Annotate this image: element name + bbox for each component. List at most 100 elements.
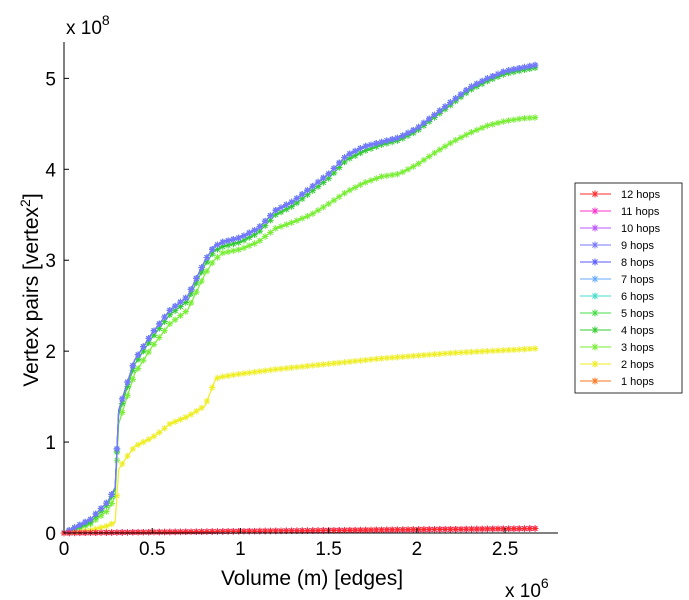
marker-stroke [246,230,252,236]
data-point-marker [129,445,137,453]
marker-stroke [167,307,173,313]
data-point-marker [161,327,168,334]
marker-stroke [257,228,263,234]
data-point-marker [404,129,412,137]
marker-stroke [225,373,231,379]
marker-stroke [230,236,237,242]
marker-stroke [172,308,178,314]
data-point-marker [219,238,226,246]
data-point-marker [182,294,189,302]
data-point-marker [103,522,110,530]
marker-stroke [103,500,110,506]
data-point-marker [198,264,205,271]
marker-stroke [262,368,268,374]
data-point-marker [484,75,491,82]
data-point-marker [129,362,137,369]
data-point-marker [367,177,375,184]
marker-stroke [389,354,395,361]
data-point-marker [87,516,94,523]
marker-stroke [108,491,115,498]
marker-stroke [458,134,464,141]
marker-stroke [262,218,268,224]
data-point-marker [187,286,195,293]
marker-stroke [251,240,258,247]
data-point-marker [304,362,311,370]
marker-stroke [463,132,469,138]
marker-stroke [304,363,311,369]
data-point-marker [293,217,301,224]
marker-stroke [511,66,517,72]
marker-stroke [135,352,141,358]
data-point-marker [341,154,348,161]
marker-stroke [484,122,491,129]
marker-stroke [230,248,237,254]
marker-stroke [527,63,533,69]
marker-stroke [426,153,432,160]
data-point-marker [500,118,507,125]
data-point-marker [463,86,470,94]
marker-stroke [198,278,205,284]
marker-stroke [278,366,284,372]
data-point-marker [267,229,274,236]
marker-stroke [347,151,353,157]
data-point-marker [119,395,126,403]
data-point-marker [171,316,179,323]
marker-stroke [172,419,178,425]
data-point-marker [346,155,354,162]
marker-stroke [257,368,263,375]
data-point-marker [235,246,242,253]
data-point-marker [320,174,327,182]
marker-stroke [341,154,348,161]
marker-stroke [294,364,300,370]
marker-stroke [167,312,173,318]
marker-stroke [378,139,385,145]
marker-stroke [437,351,443,357]
data-point-marker [457,91,465,98]
marker-stroke [230,372,237,378]
marker-stroke [177,303,184,310]
marker-stroke [453,137,459,143]
marker-stroke [130,446,136,452]
marker-stroke [119,409,125,416]
marker-stroke [400,132,406,139]
marker-stroke [363,147,369,154]
marker-stroke [214,375,221,381]
marker-stroke [325,361,332,367]
marker-stroke [315,207,321,214]
data-point-marker [320,361,327,368]
marker-stroke [363,357,369,363]
marker-stroke [251,232,258,238]
marker-stroke [453,95,459,102]
marker-stroke [93,526,99,532]
marker-stroke [267,213,274,219]
data-point-marker [267,217,274,224]
marker-stroke [389,136,395,142]
marker-stroke [151,341,157,347]
marker-stroke [442,143,448,150]
marker-stroke [172,317,178,323]
marker-stroke [198,264,205,271]
data-point-marker [357,357,364,364]
marker-stroke [426,352,432,358]
marker-stroke [310,188,316,194]
marker-stroke [220,243,226,250]
data-point-marker [404,166,412,173]
marker-stroke [204,259,210,265]
data-point-marker [145,348,152,356]
data-point-marker [193,275,200,282]
data-point-marker [447,99,454,106]
data-point-marker [150,327,158,334]
marker-stroke [278,209,284,215]
data-point-marker [367,356,375,363]
data-point-marker [357,145,364,152]
data-point-marker [531,345,539,352]
data-point-marker [224,372,232,379]
data-point-marker [209,384,216,391]
marker-stroke [251,369,258,375]
series-2-hops [60,345,539,537]
marker-stroke [479,78,485,84]
marker-stroke [214,242,221,248]
data-point-marker [219,249,226,257]
data-point-marker [103,499,110,507]
marker-stroke [114,446,120,452]
